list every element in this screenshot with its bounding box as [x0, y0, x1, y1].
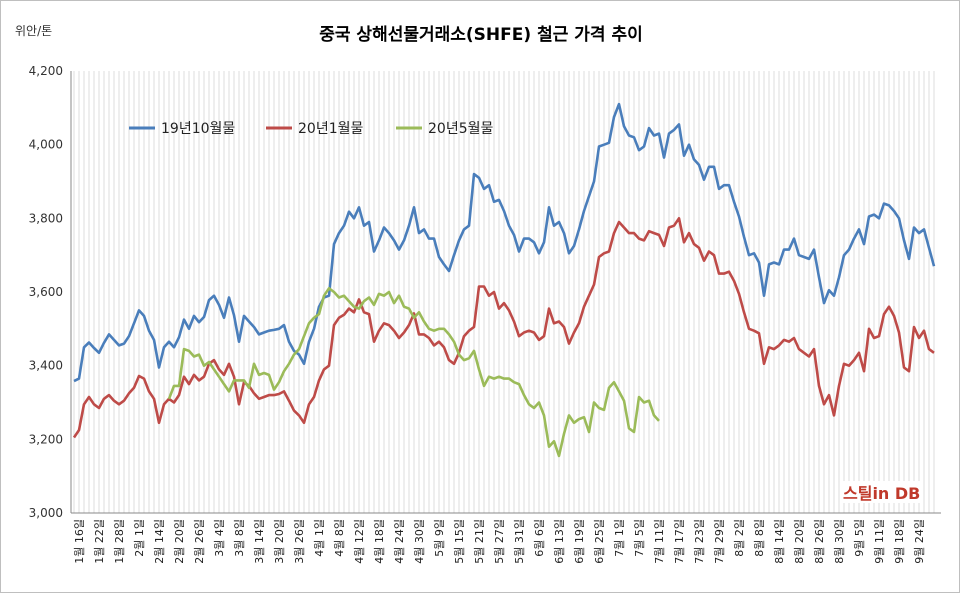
x-tick-label: 8월 14일 [772, 519, 786, 564]
x-tick-label: 2월 20일 [172, 519, 186, 564]
x-tick-label: 5월 21일 [472, 519, 486, 564]
chart-title: 중국 상해선물거래소(SHFE) 철근 가격 추이 [319, 25, 643, 45]
x-tick-label: 4월 18일 [372, 519, 386, 564]
x-tick-label: 6월 19일 [572, 519, 586, 564]
x-tick-label: 3월 14일 [252, 519, 266, 564]
y-tick-label: 3,600 [29, 285, 63, 299]
x-tick-label: 6월 6일 [532, 519, 546, 557]
series-line [73, 102, 936, 383]
y-tick-label: 4,000 [29, 138, 63, 152]
watermark-text: 스틸in DB [843, 484, 920, 503]
legend-label: 20년1월물 [298, 121, 363, 137]
x-tick-label: 4월 12일 [352, 519, 366, 564]
x-tick-label: 9월 18일 [892, 519, 906, 564]
x-tick-label: 1월 28일 [112, 519, 126, 564]
x-tick-label: 3월 8일 [232, 519, 246, 557]
y-axis: 3,000 3,200 3,400 3,600 3,800 4,000 4,200 [29, 64, 63, 520]
x-tick-label: 4월 24일 [392, 519, 406, 564]
x-tick-label: 9월 11일 [872, 519, 886, 564]
series-line [72, 217, 935, 439]
y-axis-unit: 위안/톤 [15, 24, 52, 38]
y-tick-label: 3,200 [29, 432, 63, 446]
x-tick-label: 4월 30일 [412, 519, 426, 564]
x-tick-label: 6월 13일 [552, 519, 566, 564]
watermark-logo: 스틸in DB [841, 481, 921, 503]
x-tick-label: 9월 24일 [912, 519, 926, 564]
x-tick-label: 5월 15일 [452, 519, 466, 564]
x-tick-label: 8월 30일 [832, 519, 846, 564]
x-tick-label: 7월 11일 [652, 519, 666, 564]
legend: 19년10월물 20년1월물 20년5월물 [129, 121, 493, 137]
x-tick-label: 8월 2일 [732, 519, 746, 557]
x-tick-label: 5월 9일 [432, 519, 446, 557]
x-tick-label: 4월 1일 [312, 519, 326, 557]
x-tick-label: 8월 26일 [812, 519, 826, 564]
y-tick-label: 3,400 [29, 359, 63, 373]
x-tick-label: 2월 14일 [152, 519, 166, 564]
y-tick-label: 3,000 [29, 506, 63, 520]
x-tick-label: 9월 5일 [852, 519, 866, 557]
x-tick-label: 5월 31일 [512, 519, 526, 564]
series-line [167, 286, 660, 458]
x-tick-label: 5월 27일 [492, 519, 506, 564]
x-tick-label: 7월 17일 [672, 519, 686, 564]
x-tick-label: 3월 26일 [292, 519, 306, 564]
y-tick-label: 4,200 [29, 64, 63, 78]
legend-label: 19년10월물 [161, 121, 235, 137]
x-tick-label: 4월 8일 [332, 519, 346, 557]
x-tick-label: 3월 20일 [272, 519, 286, 564]
x-tick-label: 8월 20일 [792, 519, 806, 564]
x-tick-label: 8월 8일 [752, 519, 766, 557]
x-tick-label: 1월 16일 [72, 519, 86, 564]
y-tick-label: 3,800 [29, 211, 63, 225]
x-tick-label: 7월 5일 [632, 519, 646, 557]
x-tick-label: 7월 29일 [712, 519, 726, 564]
grid-lines [70, 71, 941, 514]
legend-label: 20년5월물 [428, 121, 493, 137]
x-axis: 1월 16일 1월 22일 1월 28일 2월 1일 2월 14일 2월 20일 2월 26… [72, 519, 926, 564]
x-tick-label: 1월 22일 [92, 519, 106, 564]
x-tick-label: 7월 23일 [692, 519, 706, 564]
x-tick-label: 2월 1일 [132, 519, 146, 557]
series-lines [72, 102, 936, 458]
x-tick-label: 2월 26일 [192, 519, 206, 564]
x-tick-label: 7월 1일 [612, 519, 626, 557]
x-tick-label: 6월 25일 [592, 519, 606, 564]
x-tick-label: 3월 4일 [212, 519, 226, 557]
